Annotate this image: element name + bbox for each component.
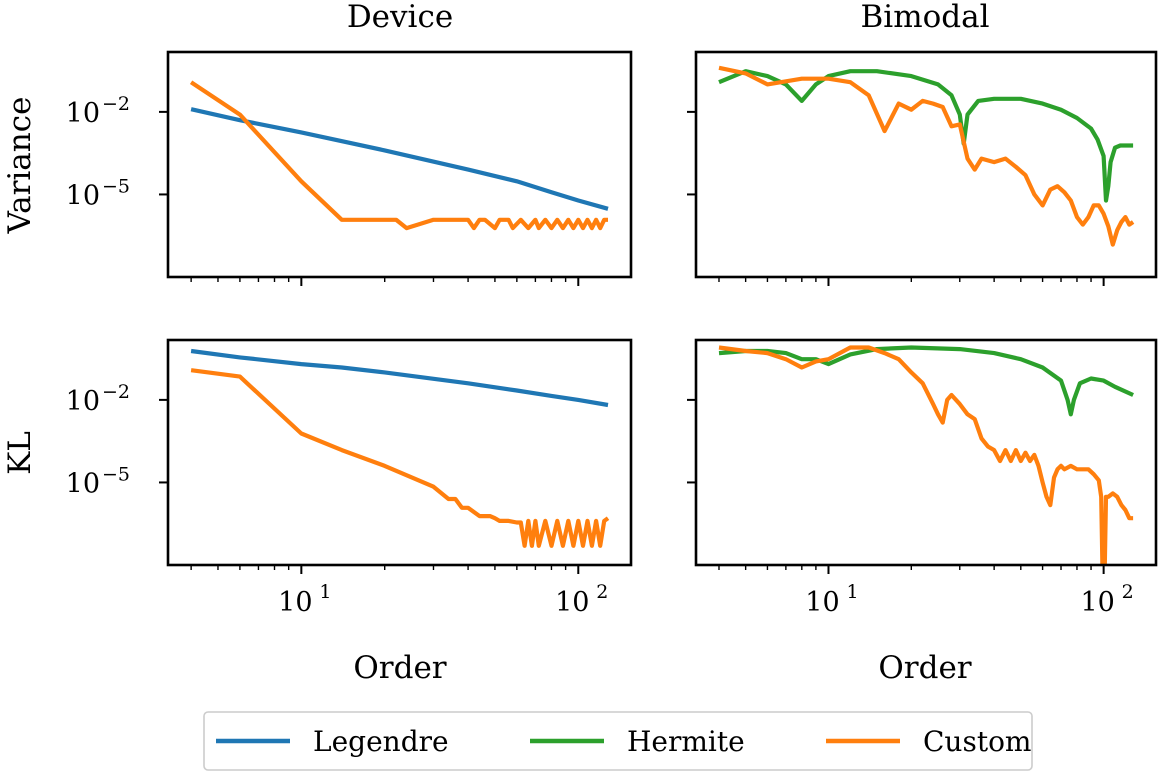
series-line-hermite [718,345,1134,417]
x-tick-exponent: 2 [1122,581,1134,603]
chart-panel-bimodal-variance: Bimodal [687,0,1158,286]
x-tick-label: 10 [1080,587,1114,618]
series-line-legendre [190,107,609,211]
column-title-device: Device [347,0,453,35]
legend-label-hermite: Hermite [627,725,745,758]
series-line-custom [718,65,1135,247]
chart-panel-device-variance: Device Variance 10 −210 −5 [2,0,633,286]
series-line-custom [189,80,608,231]
y-tick-exponent: −5 [102,175,130,197]
y-tick-exponent: −2 [102,381,130,403]
y-tick-exponent: −2 [102,93,130,115]
series-line-hermite [718,69,1134,203]
y-tick-label: 10 [66,468,100,499]
series-line-custom [718,345,1134,565]
y-tick-label: 10 [66,98,100,129]
x-tick-label: 10 [805,587,839,618]
legend-label-legendre: Legendre [313,725,449,758]
y-tick-label: 10 [66,386,100,417]
x-tick-exponent: 2 [596,581,608,603]
panel-2-plot: 10 1 10 210 −210 −5 [66,338,633,618]
series-line-legendre [190,348,609,408]
panel-3-plot: 10 1 10 2 [687,338,1158,618]
axes-frame [694,338,1158,567]
chart-panel-device-kl: KL Order 10 1 10 210 −210 −5 [2,338,633,686]
legend-box [203,711,1033,771]
legend-label-custom: Custom [923,725,1032,758]
x-tick-exponent: 1 [319,581,331,603]
y-tick-label: 10 [66,180,100,211]
legend: Legendre Hermite Custom [203,711,1033,771]
series-line-custom [190,368,610,548]
x-axis-label-order-left: Order [353,650,446,686]
panel-0-plot: 10 −210 −5 [66,50,633,286]
y-axis-label-variance: Variance [2,97,38,235]
panel-1-plot [687,50,1158,286]
x-tick-label: 10 [555,587,589,618]
axes-frame [694,50,1158,279]
y-axis-label-kl: KL [2,431,38,475]
y-tick-exponent: −5 [102,463,130,485]
x-axis-label-order-right: Order [878,650,971,686]
axes-frame [166,50,633,279]
x-tick-label: 10 [278,587,312,618]
x-tick-exponent: 1 [846,581,858,603]
column-title-bimodal: Bimodal [861,0,990,35]
chart-panel-bimodal-kl: Order 10 1 10 2 [687,338,1158,686]
axes-frame [166,338,633,567]
